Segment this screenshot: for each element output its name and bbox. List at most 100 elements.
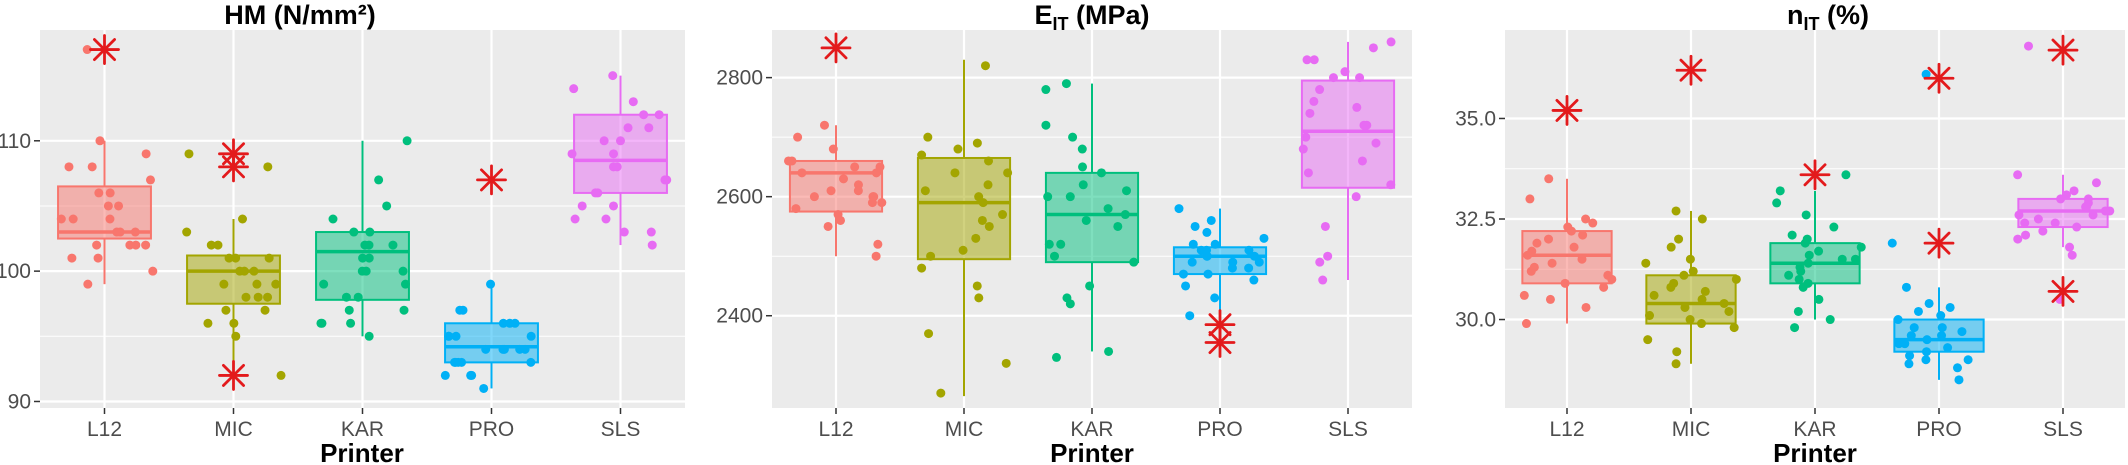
data-point: [1957, 327, 1967, 337]
data-point: [1340, 67, 1350, 77]
data-point: [1227, 263, 1237, 273]
data-point: [182, 227, 192, 237]
data-point: [1544, 174, 1554, 184]
data-point: [1202, 227, 1212, 237]
data-point: [923, 132, 933, 142]
data-point: [1688, 266, 1698, 276]
data-point: [1318, 275, 1328, 285]
data-point: [93, 253, 103, 263]
data-point: [400, 279, 410, 289]
box: [1300, 79, 1396, 189]
data-point: [358, 253, 368, 263]
outlier-star: [1204, 309, 1236, 341]
data-point: [2021, 230, 2031, 240]
data-point: [1674, 234, 1684, 244]
data-point: [836, 215, 846, 225]
data-point: [920, 186, 930, 196]
data-point: [486, 279, 496, 289]
data-point: [623, 123, 633, 133]
data-point: [2056, 194, 2066, 204]
data-point: [1529, 262, 1539, 272]
data-point: [95, 136, 105, 146]
data-point: [1856, 242, 1866, 252]
data-point: [1887, 238, 1897, 248]
plot-area-eit: 2400 2600 2800 L12 MIC KAR PRO SLS: [716, 30, 1412, 441]
data-point: [184, 149, 194, 159]
data-point: [1259, 233, 1269, 243]
data-point: [953, 144, 963, 154]
data-point: [2088, 210, 2098, 220]
data-point: [317, 318, 327, 328]
data-point: [1906, 331, 1916, 341]
data-point: [515, 344, 525, 354]
data-point: [510, 318, 520, 328]
y-tick-label: 32.5: [1455, 208, 1496, 231]
data-point: [349, 227, 359, 237]
box-group-l12: [784, 32, 887, 261]
data-point: [1043, 192, 1053, 202]
data-point: [1679, 270, 1689, 280]
x-tick-label: L12: [87, 418, 122, 441]
data-point: [360, 240, 370, 250]
plot-area-nit: 30.0 32.5 35.0 L12 MIC KAR PRO SLS: [1455, 30, 2125, 441]
data-point: [570, 214, 580, 224]
outlier-star: [2047, 275, 2079, 307]
data-point: [644, 123, 654, 133]
data-point: [924, 329, 934, 339]
box-group-mic: [916, 59, 1013, 398]
data-point: [1599, 282, 1609, 292]
box-group-sls: [1298, 37, 1396, 285]
y-tick-label: 2800: [716, 67, 763, 90]
data-point: [1803, 258, 1813, 268]
data-point: [612, 162, 622, 172]
data-point: [850, 162, 860, 172]
data-point: [1772, 198, 1782, 208]
data-point: [1937, 331, 1947, 341]
y-tick-label: 2400: [716, 305, 763, 328]
data-point: [1532, 238, 1542, 248]
data-point: [1181, 281, 1191, 291]
data-point: [1305, 108, 1315, 118]
data-point: [1359, 120, 1369, 130]
data-point: [1041, 85, 1051, 95]
data-point: [1104, 346, 1114, 356]
data-point: [877, 198, 887, 208]
data-point: [1254, 257, 1264, 267]
x-tick-label: SLS: [2043, 418, 2083, 441]
data-point: [1190, 221, 1200, 231]
data-point: [654, 110, 664, 120]
box-group-mic: [1641, 54, 1741, 369]
data-point: [1206, 215, 1216, 225]
data-point: [1051, 352, 1061, 362]
data-point: [1065, 299, 1075, 309]
data-point: [1174, 204, 1184, 214]
data-point: [1669, 278, 1679, 288]
data-point: [399, 305, 409, 315]
data-point: [1921, 347, 1931, 357]
data-point: [1320, 221, 1330, 231]
data-point: [466, 370, 476, 380]
panel-title-hm: HM (N/mm²): [224, 0, 375, 30]
data-point: [977, 215, 987, 225]
data-point: [1113, 221, 1123, 231]
panel-hm: HM (N/mm²) 90 100 110 L12 MIC KAR PRO SLS Print…: [0, 0, 685, 465]
data-point: [1545, 294, 1555, 304]
data-point: [252, 279, 262, 289]
data-point: [577, 201, 587, 211]
data-point: [926, 251, 936, 261]
data-point: [444, 331, 454, 341]
data-point: [971, 233, 981, 243]
data-point: [1315, 85, 1325, 95]
y-axis: 90 100 110: [0, 130, 40, 413]
x-tick-label: L12: [1549, 418, 1584, 441]
data-point: [1581, 214, 1591, 224]
box-group-pro: [1887, 62, 1985, 385]
data-point: [1371, 138, 1381, 148]
data-point: [1641, 258, 1651, 268]
data-point: [660, 175, 670, 185]
data-point: [263, 292, 273, 302]
x-tick-label: MIC: [945, 418, 984, 441]
data-point: [1850, 254, 1860, 264]
data-point: [646, 227, 656, 237]
